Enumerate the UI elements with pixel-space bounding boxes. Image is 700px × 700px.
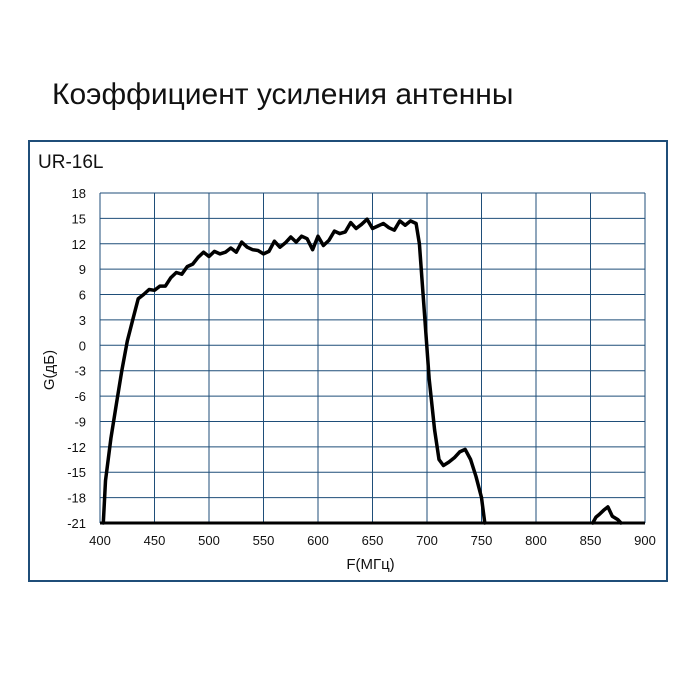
x-tick-label: 650 (362, 533, 384, 548)
gain-curve (100, 217, 645, 525)
x-tick-label: 700 (416, 533, 438, 548)
y-tick-label: 18 (72, 186, 86, 201)
y-tick-label: 3 (79, 313, 86, 328)
x-tick-label: 550 (253, 533, 275, 548)
y-tick-label: -6 (74, 389, 86, 404)
y-tick-label: 15 (72, 211, 86, 226)
x-tick-label: 500 (198, 533, 220, 548)
y-tick-label: 9 (79, 262, 86, 277)
y-tick-labels: 18 15 12 9 6 3 0 -3 -6 -9 -12 -15 -18 -21 (67, 186, 86, 531)
x-axis-title: F(МГц) (346, 556, 394, 573)
y-tick-label: 6 (79, 288, 86, 303)
x-tick-label: 850 (580, 533, 602, 548)
grid-lines (99, 192, 646, 524)
x-tick-label: 750 (471, 533, 493, 548)
x-tick-label: 400 (89, 533, 111, 548)
y-tick-label: -18 (67, 491, 86, 506)
y-tick-label: -3 (74, 364, 86, 379)
gain-series-line (101, 217, 487, 525)
x-tick-label: 900 (634, 533, 656, 548)
page-title: Коэффициент усиления антенны (52, 78, 514, 111)
y-tick-label: -9 (74, 414, 86, 429)
x-tick-labels: 400 450 500 550 600 650 700 750 800 850 900 (89, 533, 656, 548)
y-axis-title: G(дБ) (41, 350, 58, 390)
chart-frame (28, 140, 668, 582)
y-tick-label: -21 (67, 516, 86, 531)
gain-series-line (590, 505, 623, 525)
x-tick-label: 450 (144, 533, 166, 548)
model-label: UR-16L (38, 152, 104, 173)
y-tick-label: -12 (67, 440, 86, 455)
x-tick-label: 600 (307, 533, 329, 548)
y-tick-label: 12 (72, 237, 86, 252)
x-tick-label: 800 (525, 533, 547, 548)
y-tick-label: 0 (79, 338, 86, 353)
y-tick-label: -15 (67, 465, 86, 480)
